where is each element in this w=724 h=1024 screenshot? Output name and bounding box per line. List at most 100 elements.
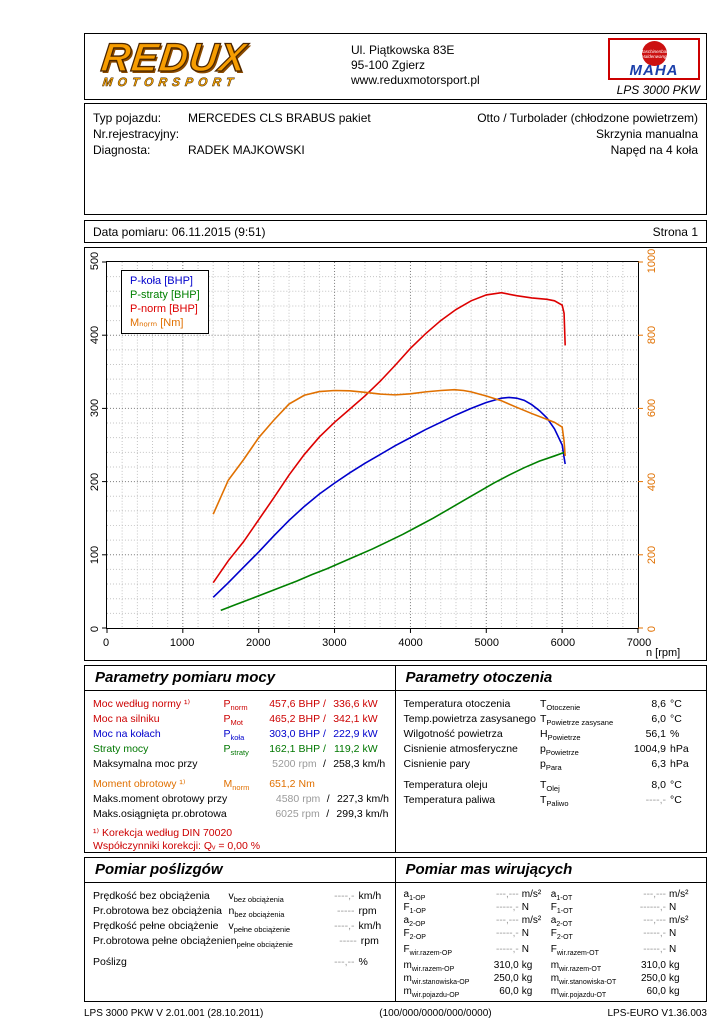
symbol-subscript: norm bbox=[232, 783, 250, 793]
legend-item: P-norm [BHP] bbox=[130, 303, 198, 315]
power-row: Maks.moment obrotowy przy 4580 rpm / 227,3 km… bbox=[93, 792, 389, 807]
symbol: a1-OT bbox=[550, 889, 573, 902]
row-unit: hPa bbox=[670, 758, 689, 770]
symbol-subscript: wir.pojazdu-OT bbox=[559, 992, 607, 999]
symbol: Fwir.razem-OT bbox=[550, 944, 599, 957]
row-label: Pr.obrotowa pełne obciążenie bbox=[93, 935, 231, 947]
symbol bbox=[224, 757, 260, 772]
separator: / bbox=[326, 793, 330, 805]
plot-svg bbox=[102, 261, 643, 633]
symbol bbox=[229, 955, 311, 970]
row-unit: rpm bbox=[301, 808, 320, 820]
row-unit-secondary: kW bbox=[362, 728, 378, 740]
symbol: pPara bbox=[540, 758, 562, 773]
row-unit: °C bbox=[670, 794, 682, 806]
chart-legend: P-koła [BHP] P-straty [BHP] P-norm [BHP] Mₙ… bbox=[121, 270, 209, 334]
table-row: Temp.powietrza zasysanego TPowietrze zasy… bbox=[404, 712, 699, 727]
row-value: 8,0 bbox=[651, 779, 666, 791]
row-value-secondary: 258,3 bbox=[333, 758, 360, 770]
symbol-subscript: straty bbox=[230, 748, 249, 758]
row-value: -----,- bbox=[495, 944, 519, 955]
symbol: F1-OT bbox=[550, 902, 573, 915]
symbol-subscript: wir.stanowiska-OP bbox=[411, 979, 470, 986]
row-unit: km/h bbox=[358, 890, 382, 902]
table-row: Pr.obrotowa pełne obciążenie npełne obcią… bbox=[93, 934, 387, 949]
footer-software: LPS-EURO V1.36.003 bbox=[607, 1008, 708, 1019]
row-unit: rpm bbox=[358, 905, 377, 917]
row-label: Maks.moment obrotowy przy bbox=[93, 793, 228, 805]
y-left-tick-label: 400 bbox=[89, 325, 101, 344]
row-value: 4580 bbox=[275, 793, 300, 805]
row-unit: kg bbox=[669, 960, 680, 971]
table-row: F2-OP -----,- N bbox=[404, 927, 551, 941]
row-value: 303,0 bbox=[269, 728, 296, 740]
symbol-subscript: Otoczenie bbox=[546, 703, 581, 713]
row-value: 6,3 bbox=[651, 758, 666, 770]
row-label: Maksymalna moc przy bbox=[93, 758, 198, 770]
symbol: Mnorm bbox=[223, 778, 250, 793]
y-right-tick-label: 200 bbox=[646, 546, 658, 565]
row-unit: kg bbox=[669, 986, 680, 997]
row-unit: N bbox=[669, 928, 677, 939]
symbol: F1-OP bbox=[403, 902, 426, 915]
table-row: Temperatura oleju TOlej 8,0 °C bbox=[404, 778, 699, 793]
row-unit: % bbox=[670, 728, 680, 740]
row-unit: N bbox=[521, 902, 529, 913]
symbol-subscript: pełne obciążenie bbox=[236, 940, 293, 950]
row-value: ----- bbox=[337, 905, 355, 917]
row-value: -----,- bbox=[643, 944, 666, 955]
power-row: Maksymalna moc przy 5200 rpm / 258,3 km/h bbox=[93, 757, 387, 772]
row-value-secondary: 299,3 bbox=[336, 808, 363, 820]
table-row: mwir.stanowiska-OP 250,0 kg bbox=[404, 972, 551, 986]
symbol: nbez obciążenia bbox=[228, 905, 285, 920]
row-value: 162,1 bbox=[269, 743, 296, 755]
row-label: Poślizg bbox=[93, 956, 127, 968]
symbol-subscript: 1-OT bbox=[556, 908, 573, 915]
table-row: mwir.razem-OP 310,0 kg bbox=[404, 959, 551, 973]
address-line-street: Ul. Piątkowska 83E bbox=[351, 43, 455, 57]
table-row: Poślizg ---,--% bbox=[93, 955, 387, 970]
symbol: HPowietrze bbox=[540, 728, 581, 743]
diagnostician-value: RADEK MAJKOWSKI bbox=[188, 143, 305, 157]
drive-type-value: Napęd na 4 koła bbox=[610, 143, 698, 157]
maha-logo: Maschinenbau Haldenwang MAHA LPS 3000 PK… bbox=[608, 38, 700, 97]
redux-logo-text: REDUX bbox=[98, 35, 250, 80]
section-title-slip: Pomiar poślizgów bbox=[85, 858, 395, 883]
row-label: Cisnienie atmosferyczne bbox=[403, 743, 518, 755]
symbol-subscript: 2-OT bbox=[556, 921, 573, 928]
row-value: ----- bbox=[339, 935, 357, 947]
legend-item: Mₙₒᵣₘ [Nm] bbox=[130, 317, 184, 329]
y-left-tick-label: 500 bbox=[89, 251, 101, 271]
table-row: Temperatura paliwa TPaliwo ----,- °C bbox=[404, 793, 699, 808]
row-unit: N bbox=[669, 902, 677, 913]
symbol-subscript: Paliwo bbox=[546, 799, 569, 809]
row-value: 651,2 bbox=[269, 778, 296, 790]
table-row: Prędkość bez obciążenia vbez obciążenia --… bbox=[93, 889, 387, 904]
row-value: 6,0 bbox=[651, 713, 666, 725]
row-unit: rpm bbox=[298, 758, 317, 770]
row-value: 6025 bbox=[275, 808, 299, 820]
power-ambient-section: Parametry pomiaru mocy Moc według normy … bbox=[84, 665, 707, 853]
symbol: Pnorm bbox=[223, 698, 248, 713]
address-line-website: www.reduxmotorsport.pl bbox=[351, 73, 480, 87]
chart-section: P-koła [BHP] P-straty [BHP] P-norm [BHP] Mₙ… bbox=[84, 247, 707, 661]
row-unit: kg bbox=[521, 986, 533, 997]
table-row: Pr.obrotowa bez obciążenia nbez obciążeni… bbox=[93, 904, 387, 919]
power-row: Maks.osiągnięta pr.obrotowa 6025 rpm / 299,3… bbox=[93, 807, 388, 822]
symbol-subscript: bez obciążenia bbox=[234, 910, 285, 920]
redux-logo-subtext: MOTORSPORT bbox=[101, 75, 240, 90]
x-tick-label: 7000 bbox=[626, 637, 652, 649]
slip-rotating-section: Pomiar poślizgów Prędkość bez obciążenia… bbox=[84, 857, 707, 1002]
redux-motorsport-logo: REDUX MOTORSPORT bbox=[98, 35, 250, 90]
vehicle-type-value: MERCEDES CLS BRABUS pakiet bbox=[188, 111, 371, 125]
symbol-subscript: wir.pojazdu-OP bbox=[411, 992, 460, 999]
row-label: Temperatura oleju bbox=[403, 779, 488, 791]
engine-type-value: Otto / Turbolader (chłodzone powietrzem) bbox=[477, 111, 698, 125]
row-label: Straty mocy bbox=[93, 743, 149, 755]
table-row: Cisnienie atmosferyczne pPowietrze 1004,9 h… bbox=[404, 742, 699, 757]
separator: / bbox=[323, 743, 326, 755]
symbol-subscript: wir.stanowiska-OT bbox=[559, 979, 617, 986]
device-name: LPS 3000 PKW bbox=[616, 83, 700, 97]
address-line-city: 95-100 Zgierz bbox=[351, 58, 426, 72]
row-value-secondary: 336,6 bbox=[333, 698, 360, 710]
